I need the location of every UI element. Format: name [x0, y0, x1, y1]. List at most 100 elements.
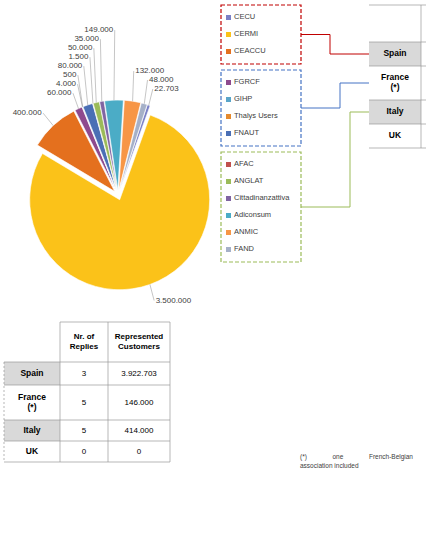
leader-line: [90, 57, 93, 103]
row-label: Italy: [23, 425, 40, 435]
legend-swatch: [226, 213, 231, 218]
legend-group-box: [221, 5, 301, 64]
table-rule: [369, 148, 426, 149]
table-cell: 146.000: [125, 398, 154, 407]
data-label: 50.000: [68, 43, 93, 52]
legend-group-box: [221, 152, 301, 262]
footnote-line: (*) one French-Belgian: [300, 453, 413, 461]
legend-swatch: [226, 131, 231, 136]
table-cell: 0: [82, 447, 87, 456]
legend-label: Thalys Users: [234, 111, 278, 120]
table-cell: 414.000: [125, 426, 154, 435]
leader-line: [43, 113, 53, 125]
table-rule: [4, 362, 5, 462]
legend-group-box: [221, 70, 301, 146]
leader-line: [84, 66, 88, 105]
table-rule: [369, 42, 426, 43]
group-connector: [301, 83, 369, 108]
text-line: Italy: [386, 106, 403, 116]
legend-label: CEACCU: [234, 46, 266, 55]
leader-line: [113, 30, 115, 100]
legend-swatch: [226, 179, 231, 184]
text-line: (*): [391, 82, 400, 92]
pie-slices: [30, 100, 210, 290]
legend-label: CERMI: [234, 29, 258, 38]
legend-label: AFAC: [234, 159, 254, 168]
table-cell: 5: [82, 398, 87, 407]
table-cell-bg: [369, 42, 421, 66]
table-rule: [369, 124, 426, 125]
text-line: UK: [389, 130, 402, 140]
footnote-line: association included: [300, 462, 359, 469]
table-rule: [421, 5, 422, 148]
text-line: 3.922.703: [121, 369, 157, 378]
text-line: 414.000: [125, 426, 154, 435]
leader-line: [94, 48, 96, 102]
row-label: France(*): [381, 72, 409, 92]
data-label: 3.500.000: [156, 296, 192, 305]
table-rule: [108, 322, 109, 462]
data-labels: 22.7033.500.000400.00060.0004.00050080.0…: [13, 25, 192, 304]
legend-swatch: [226, 32, 231, 37]
text-line: Customers: [118, 342, 160, 351]
table-cell-bg: [4, 362, 60, 385]
group-connector: [301, 35, 369, 55]
table: Nr. ofReplies RepresentedCustomers Spain 3 3…: [4, 322, 170, 462]
leader-line: [150, 284, 154, 300]
table-cell: 5: [82, 426, 87, 435]
text-line: UK: [26, 446, 39, 456]
text-line: 146.000: [125, 398, 154, 407]
leader-line: [149, 89, 153, 105]
data-label: 4.000: [56, 79, 77, 88]
table-rule: [4, 420, 170, 421]
legend-label: ANGLAT: [234, 176, 264, 185]
legend-swatch: [226, 162, 231, 167]
text-line: Spain: [20, 368, 43, 378]
legend-swatch: [226, 97, 231, 102]
leader-line: [100, 39, 101, 101]
text-line: 0: [137, 447, 142, 456]
text-line: 0: [82, 447, 87, 456]
legend-label: ANMIC: [234, 227, 259, 236]
legend-label: CECU: [234, 12, 255, 21]
legend-swatch: [226, 80, 231, 85]
legend-label: Adiconsum: [234, 210, 271, 219]
table-cell: 3.922.703: [121, 369, 157, 378]
pie-slice: [119, 103, 147, 190]
legend-swatch: [226, 230, 231, 235]
figure: 22.703 3.500.000 400.000 60.0004.000 5 0 0 80.0…: [0, 0, 426, 538]
text-line: 3: [82, 369, 87, 378]
table-cell: 3: [82, 369, 87, 378]
table-cell-bg: [369, 100, 421, 124]
row-label: UK: [26, 446, 39, 456]
legend-label: Cittadinanzattiva: [234, 193, 290, 202]
data-label: 149.000: [84, 25, 113, 34]
data-label: 80.000: [58, 61, 83, 70]
table-rule: [60, 322, 170, 323]
table-rule: [369, 66, 426, 67]
footnote: (*) one French-Belgianassociation includ…: [300, 453, 413, 469]
data-label: 400.000: [13, 108, 42, 117]
row-label: France(*): [18, 392, 46, 412]
leader-line: [78, 75, 83, 107]
text-line: Represented: [115, 332, 164, 341]
data-label: 1.500: [68, 52, 89, 61]
table-rule: [4, 362, 170, 363]
text-line: Replies: [70, 342, 99, 351]
data-label: 22.703: [154, 84, 179, 93]
table-header: RepresentedCustomers: [115, 332, 164, 351]
table-rule: [4, 441, 170, 442]
legend-swatch: [226, 114, 231, 119]
legend-label: FGRCF: [234, 77, 260, 86]
text-line: Nr. of: [74, 332, 95, 341]
pie: 22.7033.500.000400.00060.0004.00050080.0…: [13, 25, 210, 304]
table-rule: [369, 100, 426, 101]
legend-label: FAND: [234, 244, 255, 253]
table-rule: [4, 462, 170, 463]
data-label: 35.000: [74, 34, 99, 43]
data-label: 48.000: [149, 75, 174, 84]
table-cell: 0: [137, 447, 142, 456]
data-label: 60.000: [47, 88, 72, 97]
text-line: 5: [82, 426, 87, 435]
leader-line: [73, 93, 79, 108]
